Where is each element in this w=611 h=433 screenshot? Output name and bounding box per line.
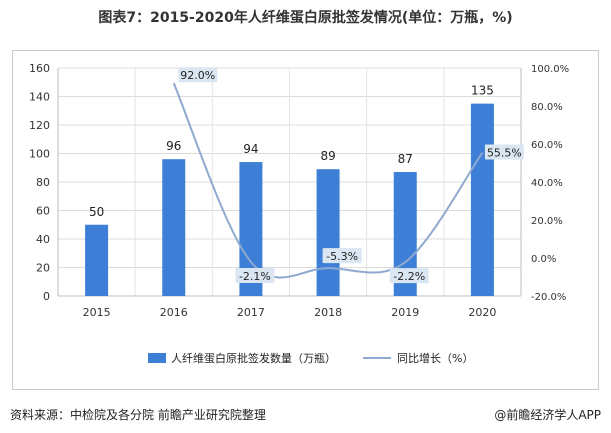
line-data-label: -2.2% <box>393 270 425 283</box>
bar-data-label: 50 <box>89 205 104 219</box>
y-right-tick-label: 100.0% <box>531 64 569 75</box>
line-label-box <box>484 144 524 160</box>
bar-data-label: 94 <box>243 142 258 156</box>
y-left-tick-label: 20 <box>36 262 50 275</box>
legend-swatch-bar <box>148 353 166 363</box>
y-right-tick-label: 0.0% <box>531 254 556 265</box>
chart-area: 0 20 40 60 80 100 120 140 160 -20.0% 0.0% 20.0% 40.0… <box>12 50 599 390</box>
growth-line <box>172 82 484 279</box>
y-right-tick-label: 20.0% <box>531 216 563 227</box>
legend-label-bar: 人纤维蛋白原批签发数量（万瓶） <box>171 351 336 365</box>
bar-data-label: 89 <box>320 149 335 163</box>
y-left-tick-label: 160 <box>29 62 50 75</box>
bar <box>162 159 186 296</box>
line-data-label: 92.0% <box>180 69 215 82</box>
x-tick-label: 2019 <box>391 306 419 319</box>
y-left-tick-label: 140 <box>29 91 50 104</box>
line-label-box <box>389 268 429 284</box>
brand-watermark: @前瞻经济学人APP <box>494 408 601 422</box>
x-tick-label: 2018 <box>314 306 342 319</box>
source-note: 资料来源：中检院及各分院 前瞻产业研究院整理 <box>10 408 266 422</box>
x-tick-label: 2015 <box>83 306 111 319</box>
y-right-tick-label: -20.0% <box>531 292 566 303</box>
line-label-box <box>178 67 218 83</box>
line-data-label: -2.1% <box>239 270 271 283</box>
y-left-tick-label: 120 <box>29 119 50 132</box>
bar-data-label: 135 <box>471 84 494 98</box>
y-left-tick-label: 40 <box>36 233 50 246</box>
y-right-tick-label: 60.0% <box>531 140 563 151</box>
chart-svg: 0 20 40 60 80 100 120 140 160 -20.0% 0.0% 20.0% 40.0… <box>29 62 569 365</box>
line-label-box <box>235 267 275 283</box>
y-right-tick-label: 40.0% <box>531 178 563 189</box>
bar-data-label: 96 <box>166 139 181 153</box>
y-left-tick-label: 60 <box>36 205 50 218</box>
bar-data-label: 87 <box>398 152 413 166</box>
line-data-label: -5.3% <box>326 250 358 263</box>
x-tick-label: 2020 <box>468 306 496 319</box>
legend-label-line: 同比增长（%） <box>397 351 473 365</box>
line-data-label: 55.5% <box>487 147 522 160</box>
bar <box>85 224 109 296</box>
bar <box>239 162 263 296</box>
y-right-tick-label: 80.0% <box>531 102 563 113</box>
line-label-box <box>322 248 362 264</box>
y-left-tick-label: 100 <box>29 148 50 161</box>
bar <box>316 169 340 296</box>
bar <box>470 103 494 296</box>
x-tick-label: 2017 <box>237 306 265 319</box>
x-tick-label: 2016 <box>160 306 188 319</box>
y-left-tick-label: 0 <box>43 290 50 303</box>
y-left-tick-label: 80 <box>36 176 50 189</box>
chart-title: 图表7：2015-2020年人纤维蛋白原批签发情况(单位：万瓶，%) <box>98 10 513 26</box>
